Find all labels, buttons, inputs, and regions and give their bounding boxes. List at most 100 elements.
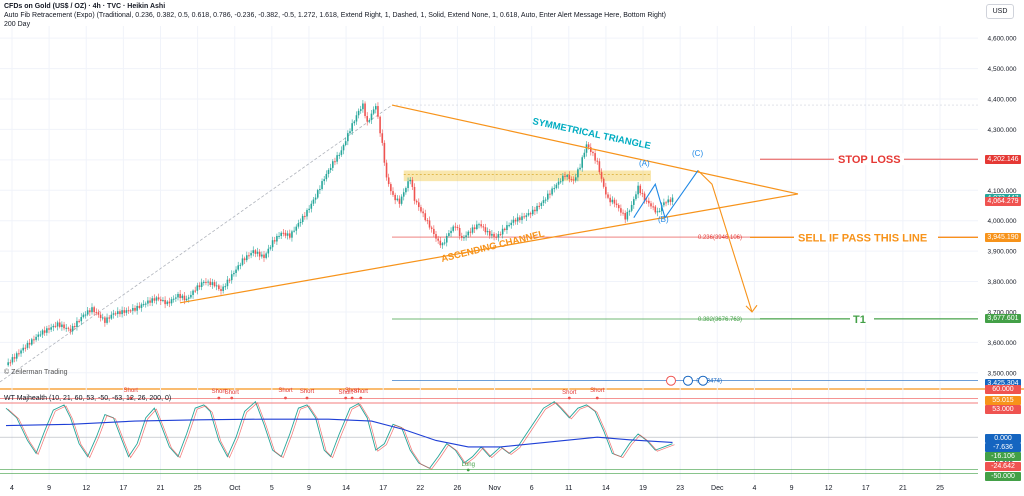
candle-body [325,173,328,180]
osc-wave-1 [5,400,673,469]
y-tick-label: 4,500.000 [988,66,1017,73]
candle-body [243,258,246,261]
candle-body [478,224,480,226]
candle-body [319,189,321,191]
candle-body [596,160,599,162]
candle-body [471,227,474,233]
y-tick-label: 4,400.000 [988,97,1017,104]
candle-body [383,142,386,163]
candle-body [461,235,463,238]
candle-body [488,231,491,236]
grid [0,26,1024,480]
osc-signal: Short [225,390,240,396]
candle-body [568,175,571,180]
candle-body [559,181,562,183]
candle-body [392,191,394,195]
candle-body [258,251,261,257]
candle-body [28,342,31,345]
candle-body [179,293,181,299]
candle-body [110,314,113,319]
osc-signal-dot [344,396,348,400]
y-tick-label: 3,700.000 [988,309,1017,316]
osc-signal-dot [567,396,571,400]
candle-body [641,193,644,195]
candle-body [177,293,179,298]
candle-body [570,179,573,181]
candle-body [63,324,65,329]
osc-signal-dot [359,396,363,400]
osc-value-tag: 53.000 [985,404,1021,414]
candle-body [269,247,272,249]
currency-button[interactable]: USD [986,4,1014,19]
candle-body [31,339,33,345]
candle-body [411,179,414,187]
candle-body [531,209,534,215]
projection-arrow-head [745,304,758,313]
candle-body [493,233,495,237]
candle-body [224,286,227,288]
candle-body [654,206,657,213]
x-tick-label: 25 [194,485,202,492]
candle-body [635,194,637,200]
x-tick-label: 21 [899,485,907,492]
candle-body [342,145,345,151]
candle-body [473,227,476,230]
candle-body [235,269,237,273]
candle-body [37,334,40,337]
candle-body [256,251,259,254]
candle-body [482,226,485,228]
candle-body [452,226,454,231]
candle-body [615,203,618,206]
ma-indicator-label[interactable]: 200 Day [4,21,31,28]
candle-body [254,250,257,254]
candle-body [368,120,371,122]
candle-body [230,274,233,281]
candle-body [587,144,590,148]
candle-body [583,152,586,158]
candle-body [74,326,76,328]
candle-body [463,237,465,239]
candle-body [542,200,545,204]
candle-body [547,193,549,200]
candle-body [222,286,224,291]
candle-body [338,154,341,156]
candle-body [562,175,564,182]
candle-body [61,324,63,327]
candle-body [215,285,218,287]
candle-body [409,179,411,182]
candle-body [69,328,72,332]
x-tick-label: 9 [790,485,794,492]
candle-body [76,320,78,327]
candle-body [456,226,459,228]
candle-body [54,325,57,327]
candle-body [484,227,487,233]
candle-body [192,290,194,295]
candle-body [125,310,128,313]
candle-body [579,167,581,170]
fib-indicator-label[interactable]: Auto Fib Retracement (Expo) (Traditional… [4,12,667,19]
candle-body [175,297,177,299]
candle-body [121,310,123,315]
candle-body [13,357,16,359]
candle-body [645,200,648,202]
candle-body [205,281,207,283]
candle-body [495,236,497,238]
candle-body [314,197,317,200]
candle-body [67,327,70,329]
candle-body [377,106,379,117]
candle-body [450,230,452,234]
candle-body [658,210,661,212]
osc-signal: Short [590,388,605,394]
osc-signal-dot [217,396,221,400]
oscillator-label[interactable]: WT Majhealth (10, 21, 60, 53, -50, -63, … [4,395,172,402]
candle-body [491,233,493,236]
candle-body [20,350,22,354]
candle-body [138,305,141,308]
candle-body [590,147,592,152]
candle-body [407,181,409,189]
fib-label: 0.382(3676.763) [698,317,742,323]
x-tick-label: 14 [602,485,610,492]
candle-body [91,307,93,313]
candle-body [203,281,205,283]
